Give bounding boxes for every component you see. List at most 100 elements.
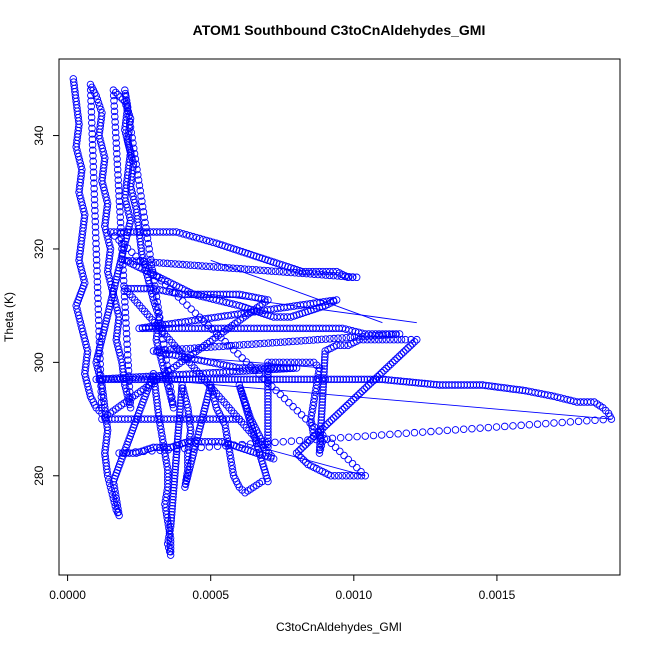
- data-point: [297, 337, 305, 345]
- data-point: [395, 330, 404, 338]
- data-point: [135, 301, 144, 310]
- data-point: [401, 335, 410, 344]
- data-point: [223, 342, 232, 350]
- data-point: [113, 165, 122, 174]
- data-point: [348, 459, 357, 468]
- data-point: [328, 434, 337, 443]
- data-point: [90, 201, 99, 209]
- data-point: [330, 472, 339, 480]
- data-point: [225, 375, 233, 384]
- data-point: [134, 176, 143, 184]
- data-point: [104, 375, 113, 384]
- data-point: [318, 395, 327, 403]
- data-point: [201, 401, 210, 410]
- data-point: [316, 437, 324, 445]
- data-point: [211, 343, 219, 351]
- data-point: [330, 375, 338, 384]
- data-point: [182, 231, 191, 239]
- data-point: [448, 381, 456, 389]
- data-point: [264, 267, 272, 275]
- data-point: [469, 381, 478, 389]
- data-point: [583, 417, 591, 425]
- data-point: [344, 455, 353, 464]
- data-point: [423, 380, 432, 388]
- data-point: [171, 465, 180, 474]
- data-point: [280, 394, 289, 403]
- data-point: [167, 514, 176, 522]
- data-point: [96, 354, 104, 363]
- data-point: [221, 337, 229, 346]
- data-point: [388, 358, 397, 367]
- data-point: [303, 439, 312, 447]
- data-point: [264, 422, 272, 430]
- data-point: [232, 415, 240, 423]
- data-point: [323, 435, 331, 443]
- data-point: [111, 88, 120, 97]
- data-point: [264, 425, 272, 433]
- data-point: [391, 330, 400, 339]
- data-point: [215, 342, 223, 351]
- data-point: [125, 375, 134, 384]
- data-point: [271, 267, 280, 276]
- data-point: [112, 139, 120, 147]
- data-point: [169, 486, 178, 495]
- data-point: [197, 419, 205, 427]
- data-point: [399, 377, 408, 386]
- data-point: [321, 422, 329, 431]
- data-point: [174, 423, 183, 432]
- data-point: [336, 408, 345, 416]
- data-point: [358, 387, 366, 395]
- data-point: [179, 260, 187, 269]
- data-point: [353, 432, 361, 441]
- data-point: [285, 337, 293, 346]
- data-point: [354, 333, 363, 341]
- y-tick-label: 320: [32, 239, 46, 259]
- data-point: [202, 262, 210, 271]
- data-point: [221, 263, 230, 272]
- data-point: [128, 257, 137, 265]
- data-point: [135, 181, 144, 190]
- data-point: [198, 416, 206, 424]
- data-point: [89, 157, 97, 166]
- data-point: [301, 441, 310, 449]
- data-point: [318, 401, 326, 409]
- data-point: [112, 144, 121, 153]
- data-point: [256, 339, 264, 348]
- data-point: [372, 375, 381, 384]
- data-point: [244, 340, 252, 349]
- data-point: [435, 427, 443, 435]
- data-point: [591, 416, 599, 424]
- data-point: [468, 424, 476, 433]
- data-point: [393, 354, 401, 362]
- data-point: [394, 430, 402, 438]
- data-point: [131, 296, 139, 304]
- data-point: [88, 135, 97, 144]
- data-point: [122, 329, 131, 338]
- data-point: [171, 468, 179, 477]
- data-point: [533, 420, 542, 428]
- data-point: [90, 184, 98, 193]
- data-point: [142, 224, 150, 232]
- data-point: [354, 391, 362, 400]
- data-point: [314, 427, 323, 435]
- data-point: [104, 475, 113, 484]
- data-point: [369, 431, 378, 440]
- data-point: [420, 379, 429, 388]
- data-point: [248, 340, 256, 348]
- data-point: [91, 206, 99, 215]
- data-point: [451, 381, 459, 389]
- data-point: [427, 427, 435, 436]
- data-point: [320, 371, 328, 379]
- data-point: [443, 426, 452, 435]
- data-point: [336, 434, 345, 442]
- data-point: [94, 316, 103, 324]
- data-point: [109, 86, 118, 94]
- data-point: [327, 472, 335, 480]
- data-point: [320, 359, 329, 367]
- data-point: [451, 426, 460, 434]
- data-point: [167, 375, 176, 384]
- data-point: [357, 375, 366, 384]
- data-point: [500, 422, 509, 431]
- data-point: [272, 338, 281, 347]
- data-point: [264, 407, 272, 415]
